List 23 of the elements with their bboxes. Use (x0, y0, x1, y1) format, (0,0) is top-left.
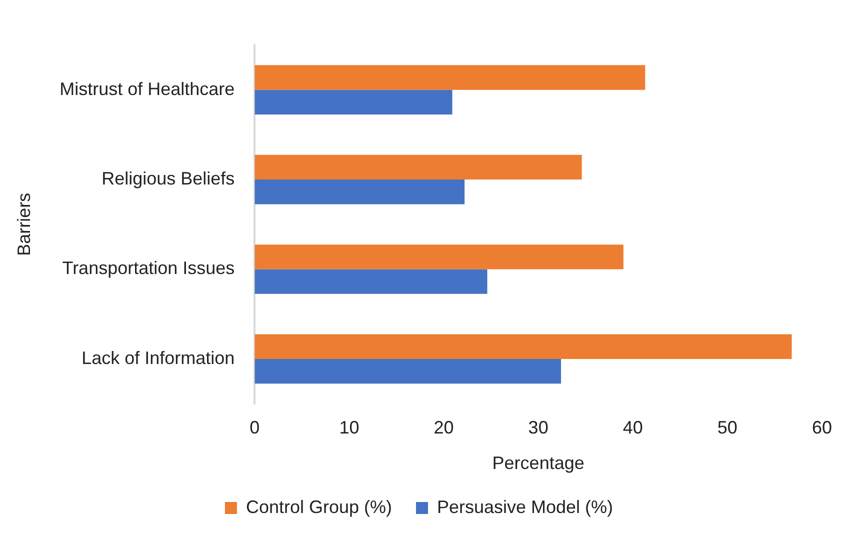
x-tick-label: 20 (434, 418, 454, 438)
x-tick-label: 10 (339, 418, 360, 438)
y-axis-title: Barriers (14, 192, 34, 256)
y-tick-label: Lack of Information (82, 348, 235, 368)
bar (254, 90, 452, 115)
x-tick-label: 60 (812, 418, 832, 438)
bar (254, 154, 582, 180)
x-tick-label: 0 (250, 418, 260, 438)
bar (254, 180, 465, 204)
bar (254, 358, 562, 384)
bar (254, 334, 792, 359)
bar (254, 65, 646, 90)
x-tick-label: 40 (622, 418, 643, 438)
legend-label: Control Group (%) (246, 496, 392, 517)
x-tick-label: 50 (717, 418, 738, 438)
y-tick-label: Transportation Issues (62, 258, 235, 278)
y-tick-label: Religious Beliefs (102, 168, 235, 189)
x-tick-label: 30 (528, 418, 548, 438)
legend-label: Persuasive Model (%) (436, 496, 614, 517)
y-tick-label: Mistrust of Healthcare (60, 78, 235, 99)
bar (254, 244, 624, 270)
x-axis-title: Percentage (492, 453, 584, 474)
bar (254, 269, 488, 294)
